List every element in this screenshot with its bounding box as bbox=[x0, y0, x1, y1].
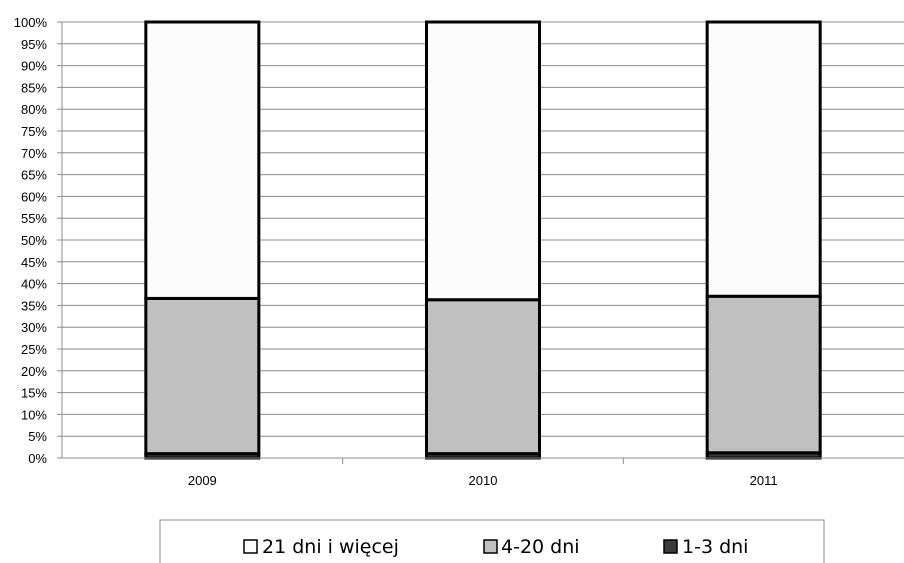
y-tick-label: 0% bbox=[28, 451, 47, 466]
y-tick-label: 5% bbox=[28, 429, 47, 444]
y-tick-label: 60% bbox=[21, 189, 47, 204]
legend: 21 dni i więcej 4-20 dni 1-3 dni bbox=[159, 519, 825, 563]
y-axis-tick-labels: 0% 5% 10% 15% 20% 25% 30% 35% 40% 45% 50% 55% 60% 65%… bbox=[14, 15, 48, 466]
legend-swatch-short bbox=[663, 539, 678, 554]
y-tick-label: 30% bbox=[21, 320, 47, 335]
y-tick-label: 50% bbox=[21, 233, 47, 248]
bar-segment bbox=[144, 296, 261, 456]
bar-segment bbox=[705, 20, 822, 298]
x-tick-label: 2011 bbox=[750, 473, 778, 488]
legend-item-mid: 4-20 dni bbox=[483, 536, 580, 558]
y-tick-label: 95% bbox=[21, 37, 47, 52]
legend-label-short: 1-3 dni bbox=[682, 536, 748, 558]
bar-segment bbox=[425, 20, 541, 302]
y-tick-label: 35% bbox=[21, 298, 47, 313]
legend-label-mid: 4-20 dni bbox=[501, 536, 580, 558]
x-tick-label: 2010 bbox=[469, 473, 498, 488]
y-tick-label: 80% bbox=[21, 102, 47, 117]
axes bbox=[61, 22, 904, 464]
x-axis-tick-labels: 2009 2010 2011 bbox=[188, 473, 778, 488]
legend-swatch-mid bbox=[483, 539, 498, 554]
y-tick-label: 55% bbox=[21, 211, 47, 226]
bar-segment bbox=[144, 20, 261, 300]
y-tick-label: 10% bbox=[21, 407, 47, 422]
bar-segment bbox=[705, 294, 822, 455]
y-tick-label: 45% bbox=[21, 255, 47, 270]
bars bbox=[144, 20, 822, 460]
legend-label-long: 21 dni i więcej bbox=[262, 536, 399, 558]
x-tick-label: 2009 bbox=[188, 473, 217, 488]
legend-item-long: 21 dni i więcej bbox=[243, 536, 399, 558]
y-tick-label: 40% bbox=[21, 277, 47, 292]
y-tick-label: 70% bbox=[21, 146, 47, 161]
y-tick-label: 75% bbox=[21, 124, 47, 139]
legend-swatch-long bbox=[243, 539, 258, 554]
legend-item-short: 1-3 dni bbox=[663, 536, 748, 558]
y-tick-label: 65% bbox=[21, 168, 47, 183]
y-tick-label: 20% bbox=[21, 364, 47, 379]
y-tick-label: 85% bbox=[21, 80, 47, 95]
y-tick-label: 100% bbox=[14, 15, 48, 30]
y-tick-label: 90% bbox=[21, 59, 47, 74]
bar-segment bbox=[425, 298, 541, 456]
y-tick-label: 25% bbox=[21, 342, 47, 357]
y-tick-label: 15% bbox=[21, 386, 47, 401]
